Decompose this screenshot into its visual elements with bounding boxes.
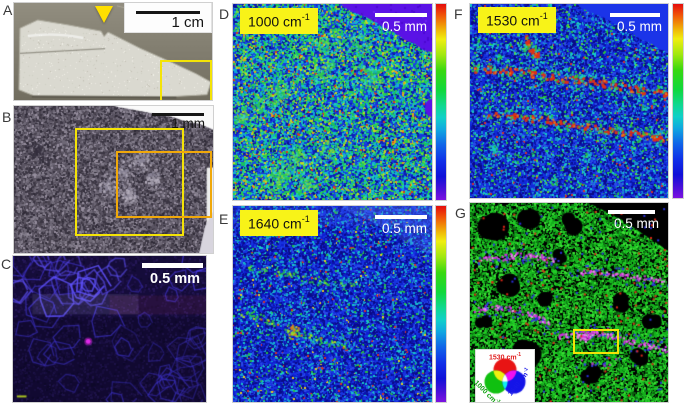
- scale-label-d: 0.5 mm: [381, 19, 427, 34]
- scale-bar-f: [610, 13, 660, 17]
- panel-b-microscopy: 1 mm: [13, 105, 214, 254]
- panel-g-composite-map: 0.5 mm 1530 cm-1 1000 cm-1 1640 cm-1: [469, 202, 669, 403]
- panel-b-label: B: [2, 109, 12, 125]
- rgb-color-legend: 1530 cm-1 1000 cm-1 1640 cm-1: [472, 349, 535, 402]
- wavenumber-sup: -1: [539, 11, 548, 21]
- wavenumber-label-d: 1000 cm-1: [240, 8, 318, 34]
- panel-a-photo: 1 cm: [13, 2, 213, 101]
- panel-e-raman-map: 1640 cm-1 0.5 mm: [232, 205, 433, 403]
- scale-label-c: 0.5 mm: [150, 271, 200, 287]
- panel-f-raman-map: 1530 cm-1 0.5 mm: [469, 3, 669, 199]
- microscopy-canvas: [14, 106, 213, 253]
- wavenumber-label-e: 1640 cm-1: [240, 210, 318, 236]
- wavenumber-sup: -1: [301, 12, 310, 22]
- scale-label-g: 0.5 mm: [613, 216, 659, 231]
- wavenumber-base: 1530 cm: [486, 12, 540, 29]
- panel-a-label: A: [3, 2, 13, 18]
- scale-label-e: 0.5 mm: [381, 221, 427, 236]
- scale-box-a: 1 cm: [125, 3, 211, 32]
- scale-bar-d: [375, 13, 427, 17]
- scale-bar-b: [152, 113, 204, 116]
- scale-bar-a: [136, 11, 200, 14]
- panel-d-raman-map: 1000 cm-1 0.5 mm: [232, 3, 433, 201]
- panel-g-label: G: [455, 205, 466, 221]
- raman-map-canvas-1000: [233, 4, 432, 200]
- panel-c-fluorescence: 0.5 mm: [12, 255, 207, 403]
- scale-label-b: 1 mm: [171, 116, 205, 131]
- colorbar-e: [435, 205, 447, 403]
- panel-c-label: C: [1, 256, 12, 272]
- wavenumber-base: 1000 cm: [248, 13, 302, 30]
- colorbar-d: [435, 3, 447, 201]
- scale-label-f: 0.5 mm: [616, 19, 662, 34]
- roi-rectangle-a: [160, 60, 212, 100]
- rgb-venn-icon: [476, 358, 534, 398]
- colorbar-f: [672, 3, 684, 199]
- roi-rectangle-b-orange: [116, 151, 212, 218]
- scale-bar-g: [608, 210, 655, 214]
- scale-bar-c: [142, 263, 203, 268]
- roi-rectangle-g: [573, 329, 619, 354]
- panel-d-label: D: [219, 6, 230, 22]
- wavenumber-base: 1640 cm: [248, 215, 302, 232]
- raman-map-canvas-1640: [233, 206, 432, 402]
- roi-rectangle-b-yellow: [75, 128, 184, 236]
- fluorescence-canvas: [13, 256, 206, 402]
- legend-label-1530: 1530 cm-1: [488, 352, 522, 362]
- wavenumber-label-f: 1530 cm-1: [478, 7, 556, 33]
- arrow-marker-icon: [95, 6, 113, 23]
- scale-label-a: 1 cm: [171, 14, 204, 31]
- panel-f-label: F: [454, 6, 463, 22]
- raman-map-canvas-1530: [470, 4, 668, 198]
- scale-bar-e: [375, 215, 427, 219]
- panel-e-label: E: [219, 211, 229, 227]
- wavenumber-sup: -1: [301, 214, 310, 224]
